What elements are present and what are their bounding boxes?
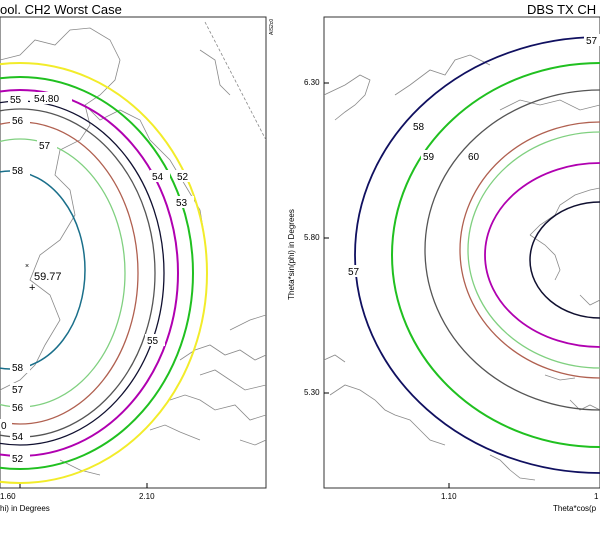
right-panel-title: DBS TX CH bbox=[527, 2, 597, 17]
right-contour-58 bbox=[391, 62, 600, 448]
left-label-52b: 52 bbox=[12, 454, 24, 465]
left-contour-labels: 55 54.80 56 57 58 54 52 53 55 58 57 56 0 bbox=[0, 92, 195, 465]
left-label-0: 0 bbox=[1, 421, 7, 432]
left-label-57b: 57 bbox=[12, 385, 24, 396]
right-contour-59 bbox=[424, 89, 600, 411]
left-label-56: 56 bbox=[12, 116, 24, 127]
left-xtick-label-2: 2.10 bbox=[139, 492, 155, 501]
right-contour-61 bbox=[484, 162, 600, 348]
left-contours bbox=[0, 62, 208, 484]
left-plot-frame bbox=[0, 16, 267, 489]
left-label-55b: 55 bbox=[147, 336, 159, 347]
left-label-52: 52 bbox=[177, 172, 189, 183]
right-label-58: 58 bbox=[413, 122, 425, 133]
left-corner-mark: AIS2c0 bbox=[269, 19, 275, 35]
left-label-58: 58 bbox=[12, 166, 24, 177]
left-panel-title: ool. CH2 Worst Case bbox=[0, 2, 122, 17]
right-ytick-label-1: 6.30 bbox=[304, 78, 320, 87]
right-xtick-label-2: 1 bbox=[594, 492, 599, 501]
left-label-55: 55 bbox=[10, 95, 22, 106]
left-label-54b: 54 bbox=[12, 432, 24, 443]
right-xtick-label-1: 1.10 bbox=[441, 492, 457, 501]
right-contour-60-5 bbox=[467, 131, 600, 369]
right-ytick-label-3: 5.30 bbox=[304, 388, 320, 397]
right-contour-57 bbox=[354, 36, 600, 474]
right-xaxis-label: Theta*cos(p bbox=[553, 504, 597, 513]
left-label-54-80: 54.80 bbox=[34, 94, 59, 105]
right-contour-62 bbox=[529, 201, 600, 319]
left-contour-53 bbox=[0, 76, 194, 470]
right-plot-frame bbox=[323, 16, 600, 489]
left-label-56b: 56 bbox=[12, 403, 24, 414]
right-label-59: 59 bbox=[423, 152, 435, 163]
right-map-coastlines bbox=[324, 54, 600, 481]
left-label-57: 57 bbox=[39, 141, 51, 152]
left-label-58b: 58 bbox=[12, 363, 24, 374]
right-contour-labels: 57 58 59 60 57 bbox=[346, 34, 600, 278]
right-ytick-label-2: 5.80 bbox=[304, 233, 320, 242]
left-xtick-label-1: 1.60 bbox=[0, 492, 16, 501]
right-label-57-left: 57 bbox=[348, 267, 360, 278]
left-peak-plus-marker: + bbox=[29, 282, 35, 294]
left-label-54: 54 bbox=[152, 172, 164, 183]
left-peak-x-marker: × bbox=[25, 263, 29, 270]
right-contours bbox=[354, 36, 600, 474]
right-label-60: 60 bbox=[468, 152, 480, 163]
right-contour-60 bbox=[459, 121, 600, 379]
right-yaxis-label: Theta*sin(phi) in Degrees bbox=[286, 209, 296, 300]
left-contour-52 bbox=[0, 62, 208, 484]
left-dashed-boundary bbox=[204, 21, 266, 141]
left-peak-label: 59.77 bbox=[34, 271, 62, 283]
left-label-53: 53 bbox=[176, 198, 188, 209]
left-xaxis-label: hi) in Degrees bbox=[0, 504, 50, 513]
right-label-57-top: 57 bbox=[586, 36, 598, 47]
